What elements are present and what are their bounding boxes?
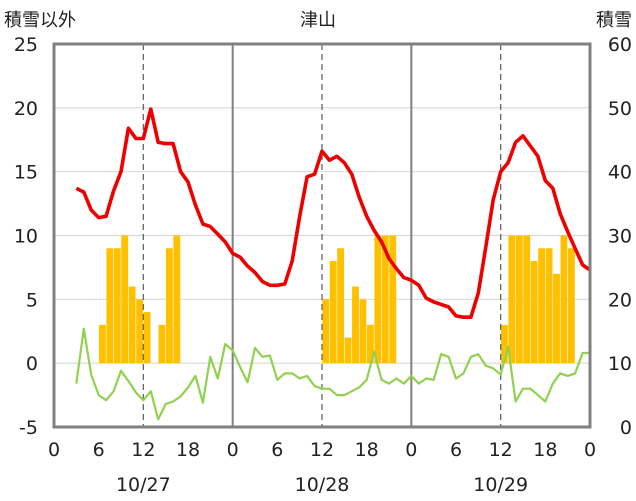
- left-tick-label-15: 15: [14, 162, 38, 184]
- bar-12: [136, 299, 144, 364]
- bar-38: [329, 261, 337, 364]
- right-tick-label-0: 0: [620, 417, 632, 439]
- bar-61: [500, 324, 508, 364]
- x-tick-label-6: 6: [93, 439, 105, 461]
- bar-7: [98, 324, 106, 364]
- bar-69: [560, 235, 568, 364]
- bar-45: [381, 235, 389, 364]
- x-tick-label-60: 12: [489, 439, 513, 461]
- day-label-10-28: 10/28: [295, 474, 350, 496]
- x-tick-label-24: 0: [227, 439, 239, 461]
- left-tick-label-20: 20: [14, 98, 38, 120]
- left-tick-label-0: 0: [26, 353, 38, 375]
- right-tick-label-10: 10: [608, 353, 632, 375]
- bar-9: [113, 248, 121, 364]
- red-series-line: [75, 107, 592, 320]
- bar-37: [322, 299, 330, 364]
- day-label-10-29: 10/29: [473, 474, 528, 496]
- x-tick-label-66: 18: [533, 439, 557, 461]
- left-tick-label--5: -5: [19, 417, 38, 439]
- bar-65: [530, 261, 538, 364]
- x-tick-label-0: 0: [48, 439, 60, 461]
- x-tick-label-42: 18: [355, 439, 379, 461]
- bar-17: [173, 235, 181, 364]
- right-tick-label-20: 20: [608, 289, 632, 311]
- right-tick-label-30: 30: [608, 226, 632, 248]
- bar-41: [352, 286, 359, 364]
- bar-64: [523, 235, 531, 364]
- bar-11: [128, 286, 136, 364]
- bar-67: [545, 248, 553, 364]
- bar-15: [158, 324, 166, 364]
- bar-62: [508, 235, 516, 364]
- x-tick-label-30: 6: [271, 439, 283, 461]
- bar-46: [389, 235, 397, 364]
- right-axis-label: 積雪: [596, 10, 632, 31]
- bar-42: [359, 299, 367, 364]
- bar-63: [515, 235, 523, 364]
- bar-16: [165, 248, 173, 364]
- plot-frame: [52, 42, 592, 429]
- left-tick-label-5: 5: [26, 289, 38, 311]
- x-tick-label-18: 18: [176, 439, 200, 461]
- bar-13: [143, 312, 151, 364]
- x-tick-label-54: 6: [450, 439, 462, 461]
- bar-10: [121, 235, 129, 364]
- bar-66: [538, 248, 546, 364]
- green-series-line: [75, 327, 590, 421]
- bar-40: [344, 337, 352, 364]
- right-tick-label-50: 50: [608, 98, 632, 120]
- x-tick-label-48: 0: [405, 439, 417, 461]
- x-tick-label-36: 12: [310, 439, 334, 461]
- bar-39: [337, 248, 345, 364]
- day-label-10-27: 10/27: [116, 474, 171, 496]
- bar-70: [567, 248, 575, 364]
- left-tick-label-25: 25: [14, 34, 38, 56]
- bar-8: [106, 248, 114, 364]
- right-tick-label-40: 40: [608, 162, 632, 184]
- bar-43: [366, 324, 374, 364]
- bar-68: [553, 273, 560, 364]
- left-tick-label-10: 10: [14, 226, 38, 248]
- x-tick-label-72: 0: [584, 439, 596, 461]
- right-tick-label-60: 60: [608, 34, 632, 56]
- chart-title: 津山: [300, 10, 336, 31]
- left-axis-label: 積雪以外: [4, 10, 76, 31]
- bar-44: [374, 235, 382, 364]
- x-tick-label-12: 12: [131, 439, 155, 461]
